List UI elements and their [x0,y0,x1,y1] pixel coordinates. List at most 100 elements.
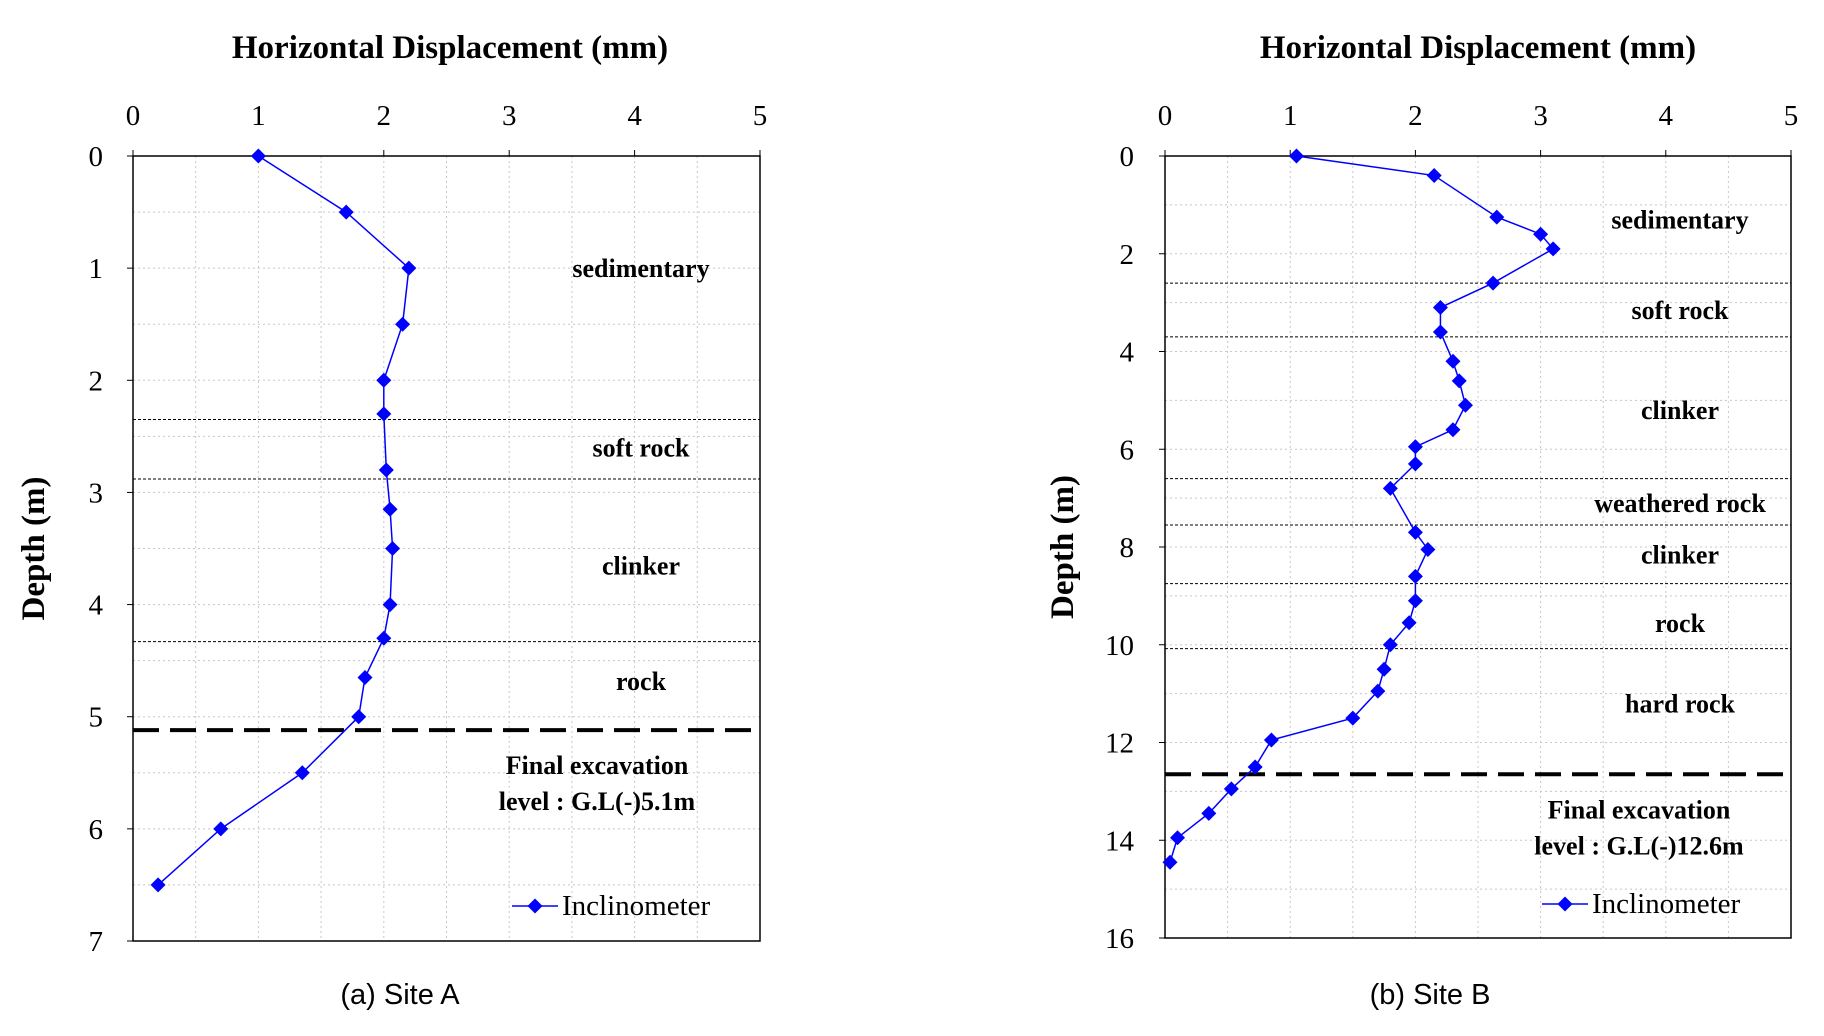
y-axis-title: Depth (m) [16,477,52,621]
inclinometer-data-point [382,501,398,517]
y-tick-label: 3 [89,477,104,509]
x-tick-label: 1 [251,100,266,132]
y-tick-label: 10 [1105,630,1134,662]
legend: Inclinometer [1542,888,1741,920]
inclinometer-data-point [1223,781,1239,797]
inclinometer-data-point [382,597,398,613]
inclinometer-data-point [213,821,229,837]
inclinometer-data-point [1457,397,1473,413]
inclinometer-data-point [1162,854,1178,870]
inclinometer-data-point [1407,568,1423,584]
layer-label: clinker [1641,396,1719,425]
inclinometer-data-point [1432,324,1448,340]
inclinometer-data-point [1201,805,1217,821]
inclinometer-data-point [1407,593,1423,609]
inclinometer-data-point [1451,373,1467,389]
y-tick-label: 12 [1105,728,1134,760]
inclinometer-data-point [1445,422,1461,438]
inclinometer-data-point [1545,241,1561,257]
y-tick-label: 8 [1120,532,1135,564]
inclinometer-data-point [1426,168,1442,184]
legend-marker [527,898,543,914]
chart-site-a-svg: 0 1 2 3 4 5 0 1 2 3 4 5 6 7 Horizontal Displacement (m… [16,30,768,1011]
inclinometer-data-point [294,765,310,781]
inclinometer-data-point [150,877,166,893]
x-tick-label: 3 [502,100,517,132]
excavation-annotation-line: level : G.L(-)5.1m [499,787,696,816]
legend-label: Inclinometer [1592,888,1741,920]
x-tick-label: 3 [1533,100,1548,132]
inclinometer-data-point [338,204,354,220]
layer-label: sedimentary [572,254,709,283]
inclinometer-data-point [1370,683,1386,699]
y-tick-label: 7 [89,926,104,958]
x-tick-label: 5 [1784,100,1799,132]
layer-label: hard rock [1625,689,1736,718]
inclinometer-data-point [1382,637,1398,653]
y-tick-label: 6 [89,814,104,846]
excavation-annotation-line: Final excavation [506,751,689,780]
x-axis-title: Horizontal Displacement (mm) [1260,30,1696,66]
chart-site-b: 0 1 2 3 4 5 0 2 4 6 8 10 12 14 16 Horizontal Displaceme… [912,0,1824,1036]
inclinometer-data-point [385,541,401,556]
layer-label: sedimentary [1611,206,1748,235]
inclinometer-data-point [1247,759,1263,775]
y-axis-title: Depth (m) [1045,475,1081,619]
inclinometer-data-point [1533,226,1549,242]
y-tick-label: 5 [89,702,104,734]
x-tick-label: 4 [1659,100,1674,132]
layer-label: soft rock [592,434,690,463]
excavation-annotation-line: level : G.L(-)12.6m [1534,831,1744,860]
y-tick-label: 1 [89,253,104,285]
inclinometer-data-point [1288,148,1304,164]
layer-label: rock [616,667,667,696]
inclinometer-data-point [1376,661,1392,677]
x-axis-title: Horizontal Displacement (mm) [232,30,668,66]
legend-marker [1557,896,1573,912]
inclinometer-data-point [376,406,392,422]
inclinometer-data-point [1382,480,1398,496]
x-tick-label: 0 [126,100,141,132]
excavation-annotation-line: Final excavation [1548,795,1731,824]
x-tick-label: 2 [377,100,392,132]
x-tick-label: 5 [753,100,768,132]
grid-lines [1165,156,1791,938]
inclinometer-data-point [378,462,394,478]
legend: Inclinometer [512,890,711,922]
inclinometer-data-point [376,630,392,646]
chart-site-a: 0 1 2 3 4 5 0 1 2 3 4 5 6 7 Horizontal Displacement (m… [16,30,768,1011]
figure-caption: (a) Site A [340,979,460,1011]
figure-caption: (b) Site B [1370,979,1491,1011]
x-tick-label: 4 [627,100,642,132]
y-tick-label: 14 [1105,825,1135,857]
y-tick-label: 0 [1120,141,1135,173]
inclinometer-data-point [1345,710,1361,726]
legend-label: Inclinometer [562,890,711,922]
y-tick-label: 4 [1120,337,1135,369]
y-tick-label: 4 [89,590,104,622]
inclinometer-data-point [401,260,417,276]
inclinometer-data-point [1420,541,1436,557]
x-tick-label: 2 [1408,100,1423,132]
y-tick-label: 16 [1105,923,1134,955]
inclinometer-data-point [1432,300,1448,316]
inclinometer-data-point [1401,615,1417,631]
inclinometer-data-point [1407,456,1423,472]
inclinometer-data-point [1445,353,1461,369]
inclinometer-data-point [357,669,373,685]
inclinometer-data-point [1170,830,1186,846]
plot-frame [132,155,761,942]
layer-label: rock [1655,609,1706,638]
inclinometer-data-point [351,709,367,725]
y-tick-label: 6 [1120,434,1135,466]
layer-label: clinker [1641,540,1719,569]
y-tick-label: 0 [89,141,104,173]
x-tick-label: 0 [1158,100,1173,132]
inclinometer-data-point [395,316,411,332]
layer-label: clinker [602,551,680,580]
inclinometer-data-point [1489,209,1505,225]
layer-label: soft rock [1631,296,1729,325]
inclinometer-series-line [157,155,410,886]
grid-lines [133,156,760,941]
